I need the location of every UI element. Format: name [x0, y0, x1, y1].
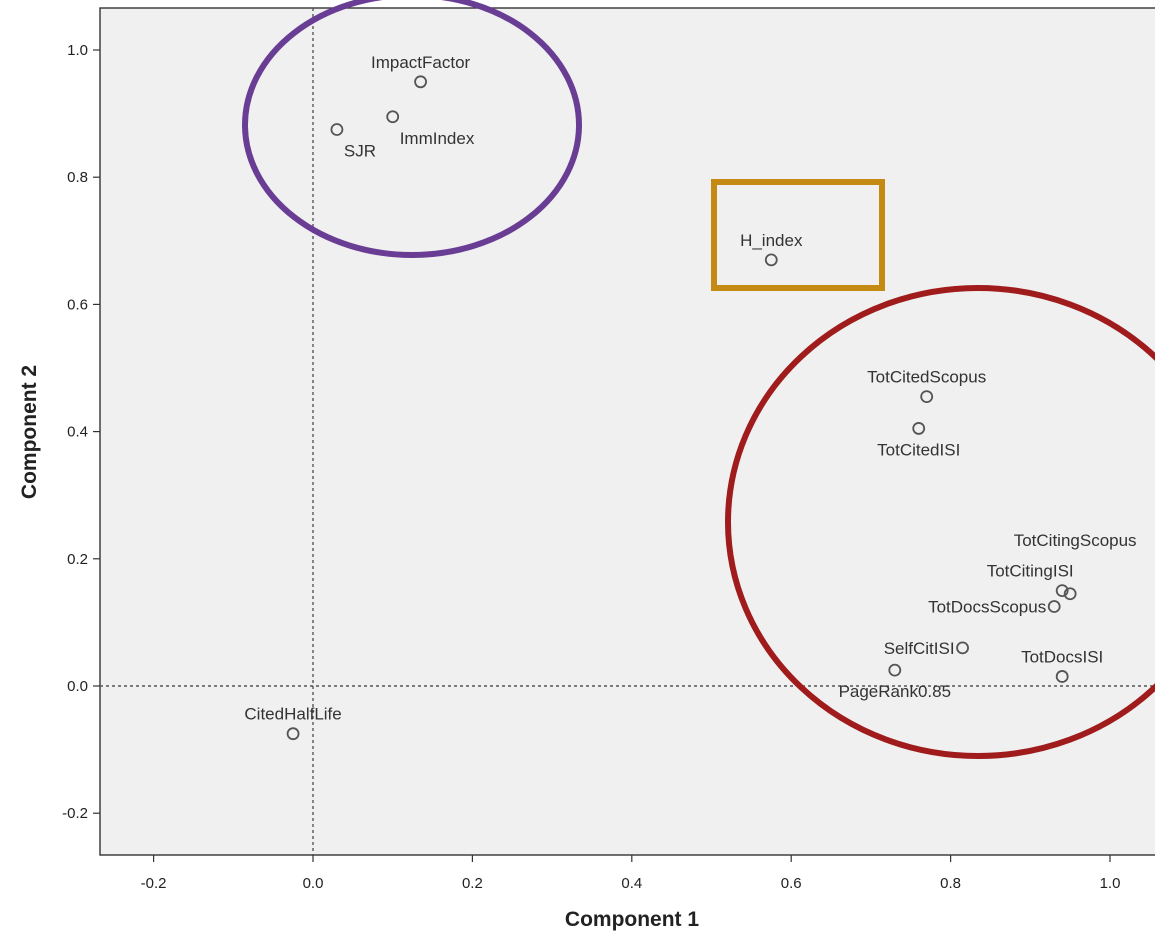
point-label: TotDocsScopus: [928, 598, 1046, 617]
point-label: PageRank0.85: [839, 682, 951, 701]
y-tick-label: 1.0: [67, 42, 88, 59]
data-point: [330, 123, 344, 136]
y-tick-label: 0.2: [67, 551, 88, 568]
point-label: TotCitingScopus: [1014, 531, 1137, 550]
x-tick-label: 0.4: [621, 875, 642, 892]
annotation-rectangle-gold: [711, 179, 885, 291]
point-label: TotDocsISI: [1021, 647, 1103, 666]
point-label: TotCitingISI: [987, 562, 1074, 581]
point-label: ImmIndex: [400, 129, 475, 148]
data-point: [1063, 587, 1077, 601]
data-point: [1047, 600, 1061, 613]
point-label: SelfCitISI: [884, 639, 955, 658]
point-label: CitedHalfLife: [244, 705, 341, 724]
x-tick-label: 0.8: [940, 875, 961, 892]
annotations: [242, 0, 1155, 759]
point-label: ImpactFactor: [371, 53, 471, 72]
data-point: [912, 422, 926, 435]
y-tick-label: 0.8: [67, 169, 88, 186]
y-tick-label: 0.0: [67, 678, 88, 695]
point-label: TotCitedScopus: [867, 368, 986, 387]
x-axis: -0.2 0.0 0.2 0.4 0.6 0.8 1.0: [141, 855, 1121, 892]
data-point: [888, 663, 902, 677]
y-tick-label: 0.4: [67, 424, 88, 441]
data-point: [1055, 670, 1069, 683]
x-tick-label: 0.2: [462, 875, 483, 892]
point-label: TotCitedISI: [877, 440, 960, 459]
data-points: ImpactFactor SJR ImmIndex H_index TotCitedSc…: [244, 53, 1137, 741]
y-tick-label: -0.2: [62, 805, 88, 822]
data-point: [920, 390, 934, 404]
point-label: SJR: [344, 142, 376, 161]
data-point: [764, 253, 778, 267]
x-tick-label: 0.0: [303, 875, 324, 892]
y-tick-label: 0.6: [67, 296, 88, 313]
data-point: [956, 641, 969, 655]
annotation-ellipse-red: [725, 285, 1155, 759]
data-point: [286, 727, 300, 741]
x-axis-title: Component 1: [565, 908, 699, 931]
data-point: [386, 110, 400, 124]
y-axis: -0.2 0.0 0.2 0.4 0.6 0.8 1.0: [62, 42, 100, 822]
annotation-ellipse-purple: [242, 0, 582, 258]
reference-lines: [100, 8, 1155, 855]
y-axis-title: Component 2: [18, 365, 41, 499]
x-tick-label: 0.6: [781, 875, 802, 892]
data-point: [1055, 584, 1069, 597]
data-point: [414, 75, 427, 89]
x-tick-label: 1.0: [1100, 875, 1121, 892]
point-label: H_index: [740, 231, 803, 250]
plot-area: [99, 7, 1155, 856]
x-tick-label: -0.2: [141, 875, 167, 892]
